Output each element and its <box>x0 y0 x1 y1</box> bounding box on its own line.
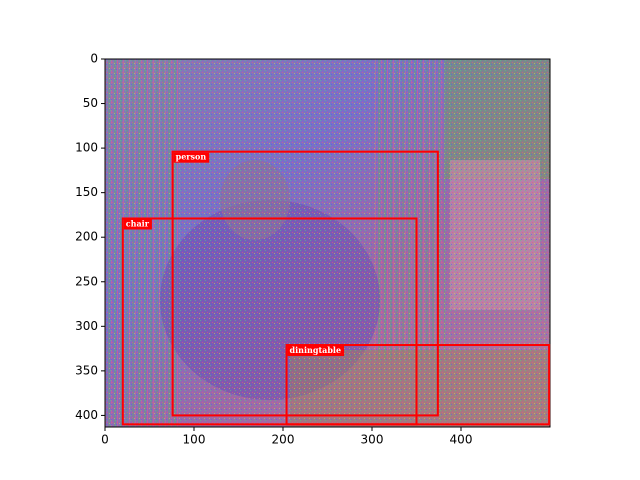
x-tick-label: 200 <box>272 433 295 447</box>
bounding-box <box>285 344 551 426</box>
y-tick-label: 100 <box>75 141 98 155</box>
box-label: person <box>176 152 207 162</box>
y-tick-label: 0 <box>90 52 98 66</box>
y-tick-label: 50 <box>83 96 98 110</box>
x-tick-label: 400 <box>450 433 473 447</box>
bounding-box <box>171 150 439 417</box>
x-tick-label: 100 <box>183 433 206 447</box>
y-tick-label: 400 <box>75 408 98 422</box>
y-tick-label: 350 <box>75 363 98 377</box>
y-tick-label: 250 <box>75 274 98 288</box>
box-label: chair <box>126 218 150 228</box>
box-label-bg <box>287 346 345 357</box>
box-label-bg <box>173 152 210 163</box>
x-tick-label: 300 <box>361 433 384 447</box>
axes-frame <box>104 58 551 428</box>
y-tick-label: 150 <box>75 185 98 199</box>
x-tick-label: 0 <box>101 433 109 447</box>
bounding-box <box>121 217 418 426</box>
box-label: diningtable <box>290 345 342 355</box>
y-tick-label: 300 <box>75 319 98 333</box>
y-tick-label: 200 <box>75 230 98 244</box>
box-label-bg <box>123 219 152 230</box>
